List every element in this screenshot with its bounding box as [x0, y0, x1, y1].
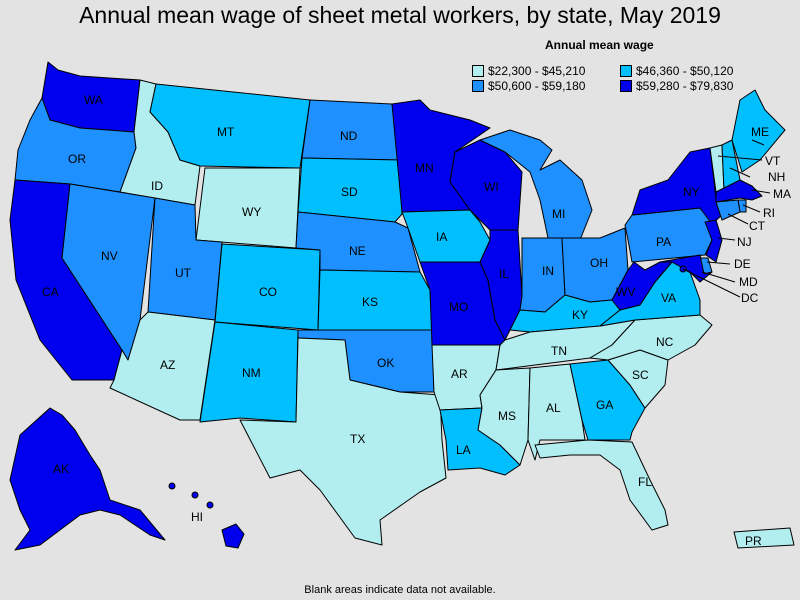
label-DE: DE	[734, 257, 751, 271]
legend-swatch	[620, 80, 632, 92]
footnote: Blank areas indicate data not available.	[304, 584, 496, 596]
label-NH: NH	[768, 170, 785, 184]
label-IN: IN	[542, 264, 554, 278]
state-HI[interactable]	[221, 523, 245, 549]
label-ND: ND	[340, 129, 358, 143]
legend-label: $46,360 - $50,120	[636, 64, 734, 78]
label-MT: MT	[217, 125, 235, 139]
label-AL: AL	[546, 401, 561, 415]
label-HI: HI	[191, 510, 203, 524]
label-OK: OK	[377, 356, 394, 370]
legend-swatch	[472, 80, 484, 92]
state-AK[interactable]	[9, 407, 166, 551]
state-CT[interactable]	[715, 199, 741, 221]
state-NJ[interactable]	[704, 219, 723, 263]
label-CT: CT	[749, 219, 766, 233]
legend-item-bin-1: $22,300 - $45,210	[472, 64, 585, 78]
label-ME: ME	[751, 125, 769, 139]
legend-item-bin-4: $59,280 - $79,830	[620, 79, 733, 93]
label-VT: VT	[765, 154, 781, 168]
legend-title: Annual mean wage	[545, 38, 654, 52]
label-AR: AR	[451, 367, 468, 381]
label-FL: FL	[638, 475, 652, 489]
label-UT: UT	[175, 266, 192, 280]
label-NY: NY	[683, 185, 700, 199]
map-title: Annual mean wage of sheet metal workers,…	[79, 2, 721, 28]
label-MD: MD	[739, 275, 758, 289]
label-MO: MO	[449, 300, 468, 314]
label-leaders	[682, 139, 771, 298]
state-PR[interactable]	[733, 527, 795, 549]
label-RI: RI	[763, 206, 775, 220]
label-AK: AK	[53, 462, 69, 476]
label-MI: MI	[552, 207, 565, 221]
label-MN: MN	[415, 161, 434, 175]
label-AZ: AZ	[160, 358, 175, 372]
label-DC: DC	[741, 291, 759, 305]
state-TX[interactable]	[239, 337, 447, 546]
label-NM: NM	[242, 366, 261, 380]
label-IL: IL	[499, 267, 509, 281]
hi-small-island	[168, 482, 176, 490]
label-SD: SD	[341, 185, 358, 199]
label-OH: OH	[590, 256, 608, 270]
state-SD[interactable]	[297, 157, 403, 223]
legend-swatch	[620, 65, 632, 77]
legend-item-bin-3: $50,600 - $59,180	[472, 79, 585, 93]
label-WI: WI	[484, 180, 499, 194]
label-LA: LA	[456, 443, 471, 457]
label-PA: PA	[656, 235, 671, 249]
legend-label: $22,300 - $45,210	[488, 64, 586, 78]
legend-label: $59,280 - $79,830	[636, 79, 734, 93]
label-KS: KS	[362, 295, 378, 309]
label-CA: CA	[42, 285, 59, 299]
legend-item-bin-2: $46,360 - $50,120	[620, 64, 733, 78]
label-MS: MS	[498, 409, 516, 423]
label-CO: CO	[259, 285, 277, 299]
label-NJ: NJ	[737, 235, 752, 249]
label-WV: WV	[616, 285, 635, 299]
state-FL[interactable]	[534, 439, 669, 531]
label-WY: WY	[242, 205, 261, 219]
hi-small-island	[191, 491, 199, 499]
label-KY: KY	[572, 308, 588, 322]
label-NV: NV	[101, 249, 118, 263]
label-TN: TN	[551, 344, 567, 358]
state-ME[interactable]	[731, 89, 786, 173]
label-NC: NC	[656, 335, 674, 349]
hi-small-island	[206, 501, 214, 509]
legend-swatch	[472, 65, 484, 77]
label-NE: NE	[349, 244, 366, 258]
label-ID: ID	[151, 179, 163, 193]
state-labels: WA OR CA ID NV MT WY UT AZ CO NM ND SD N…	[42, 93, 791, 548]
label-OR: OR	[68, 152, 86, 166]
label-WA: WA	[84, 93, 103, 107]
label-MA: MA	[773, 187, 791, 201]
label-PR: PR	[745, 534, 762, 548]
label-SC: SC	[632, 368, 649, 382]
legend-label: $50,600 - $59,180	[488, 79, 586, 93]
label-VA: VA	[661, 291, 676, 305]
state-MI[interactable]	[479, 129, 593, 241]
state-NM[interactable]	[199, 321, 299, 423]
label-IA: IA	[436, 230, 447, 244]
label-TX: TX	[350, 432, 365, 446]
label-GA: GA	[596, 398, 613, 412]
